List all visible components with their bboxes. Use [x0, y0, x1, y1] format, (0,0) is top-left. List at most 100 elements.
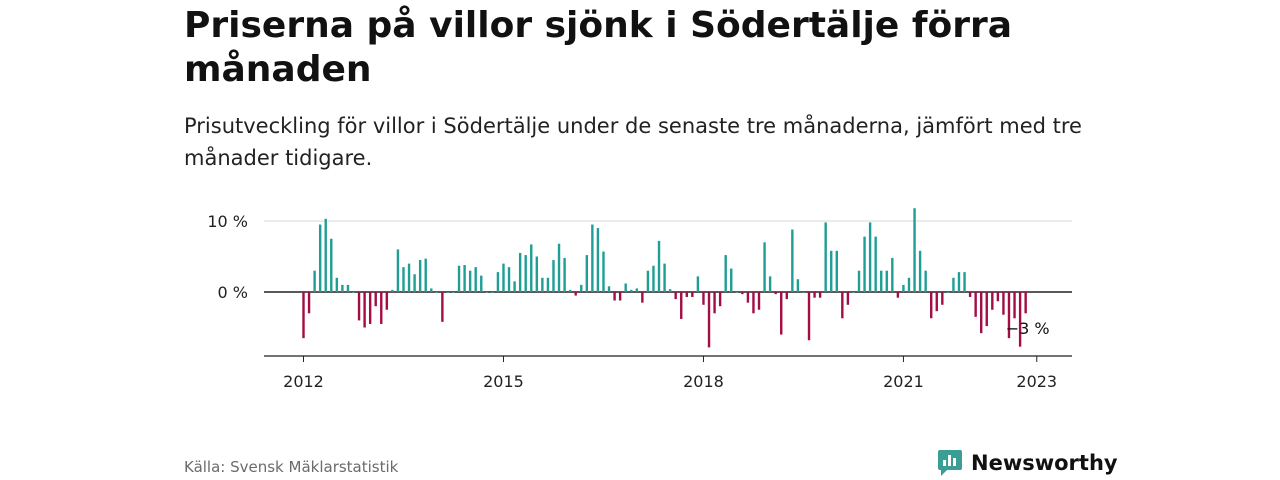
bar: [735, 292, 738, 293]
bar: [802, 292, 805, 293]
bar: [768, 276, 772, 292]
bar: [785, 292, 788, 300]
bar: [1007, 292, 1011, 339]
bar: [963, 272, 966, 292]
bar: [480, 275, 483, 292]
bar: [357, 292, 361, 321]
bar: [574, 292, 577, 296]
bar: [835, 250, 838, 292]
chart-subtitle: Prisutveckling för villor i Södertälje u…: [184, 114, 1082, 170]
bar: [991, 292, 994, 310]
bar: [774, 292, 777, 295]
bar: [363, 292, 366, 328]
bar: [780, 292, 783, 335]
bar: [957, 272, 961, 292]
bar: [446, 292, 450, 293]
bar: [491, 292, 494, 293]
newsworthy-logo-icon: [938, 450, 962, 476]
bar: [680, 292, 683, 319]
bar: [852, 292, 855, 293]
bar: [541, 277, 544, 292]
bar: [441, 292, 444, 322]
bar: [502, 263, 505, 292]
bar: [646, 270, 650, 292]
bar: [335, 277, 339, 292]
bar: [724, 255, 727, 292]
x-tick-label: 2018: [683, 372, 724, 391]
bar: [891, 257, 894, 292]
bar: [430, 288, 433, 292]
bar: [435, 292, 439, 293]
bar: [818, 292, 822, 298]
bar: [463, 265, 466, 292]
bar: [607, 286, 611, 292]
brand-name: Newsworthy: [971, 451, 1118, 475]
bar: [741, 292, 744, 295]
bar: [618, 292, 622, 301]
bar: [941, 292, 944, 305]
bar: [707, 292, 711, 348]
bar: [857, 270, 861, 292]
bar: [757, 292, 761, 310]
bar: [874, 236, 877, 292]
x-tick-label: 2012: [283, 372, 324, 391]
bar: [457, 265, 461, 292]
bar: [1013, 292, 1016, 319]
bar: [624, 283, 627, 292]
bar: [930, 292, 933, 319]
bar: [630, 289, 633, 292]
x-tick-label: 2021: [883, 372, 924, 391]
bar: [535, 256, 539, 292]
last-value-label: −3 %: [1006, 319, 1050, 338]
bar: [824, 222, 827, 292]
bar: [1024, 292, 1027, 314]
bar: [702, 292, 705, 305]
bar: [841, 292, 844, 319]
bar: [518, 252, 522, 292]
bar: [641, 292, 644, 303]
newsworthy-brand[interactable]: Newsworthy: [937, 447, 1118, 479]
y-tick-label: 10 %: [207, 212, 248, 231]
bar: [374, 292, 377, 307]
chart-title: Priserna på villor sjönk i Södertälje fö…: [184, 5, 1013, 90]
bar: [485, 292, 489, 293]
bar: [596, 228, 600, 292]
bar: [652, 265, 655, 292]
bar: [552, 260, 555, 292]
bar: [507, 267, 511, 292]
bar: [346, 284, 350, 292]
bar: [402, 267, 405, 292]
bar: [530, 244, 533, 292]
bar: [913, 208, 916, 292]
bar: [635, 288, 638, 292]
bar: [796, 279, 800, 292]
bar: [902, 284, 905, 292]
bar: [985, 292, 988, 327]
bar: [863, 236, 866, 292]
bar: [524, 255, 527, 292]
bar: [1018, 292, 1022, 347]
y-tick-label: 0 %: [218, 283, 248, 302]
bar: [391, 289, 394, 292]
bar: [613, 292, 616, 301]
bar: [730, 268, 733, 292]
bar: [385, 292, 389, 310]
bar: [424, 258, 427, 292]
bar: [580, 284, 583, 292]
x-tick-label: 2015: [483, 372, 524, 391]
bar: [668, 289, 672, 292]
bar: [330, 238, 333, 292]
bar: [846, 292, 850, 305]
source-note: Källa: Svensk Mäklarstatistik: [184, 458, 399, 476]
bar: [407, 263, 411, 292]
bar: [813, 292, 816, 298]
bar: [791, 229, 794, 292]
bar: [313, 270, 316, 292]
bar: [602, 251, 605, 292]
bar: [663, 263, 666, 292]
bar: [918, 250, 922, 292]
bar: [324, 218, 327, 292]
bar: [974, 292, 977, 317]
x-tick-label: 2023: [1016, 372, 1057, 391]
bar: [880, 270, 883, 292]
